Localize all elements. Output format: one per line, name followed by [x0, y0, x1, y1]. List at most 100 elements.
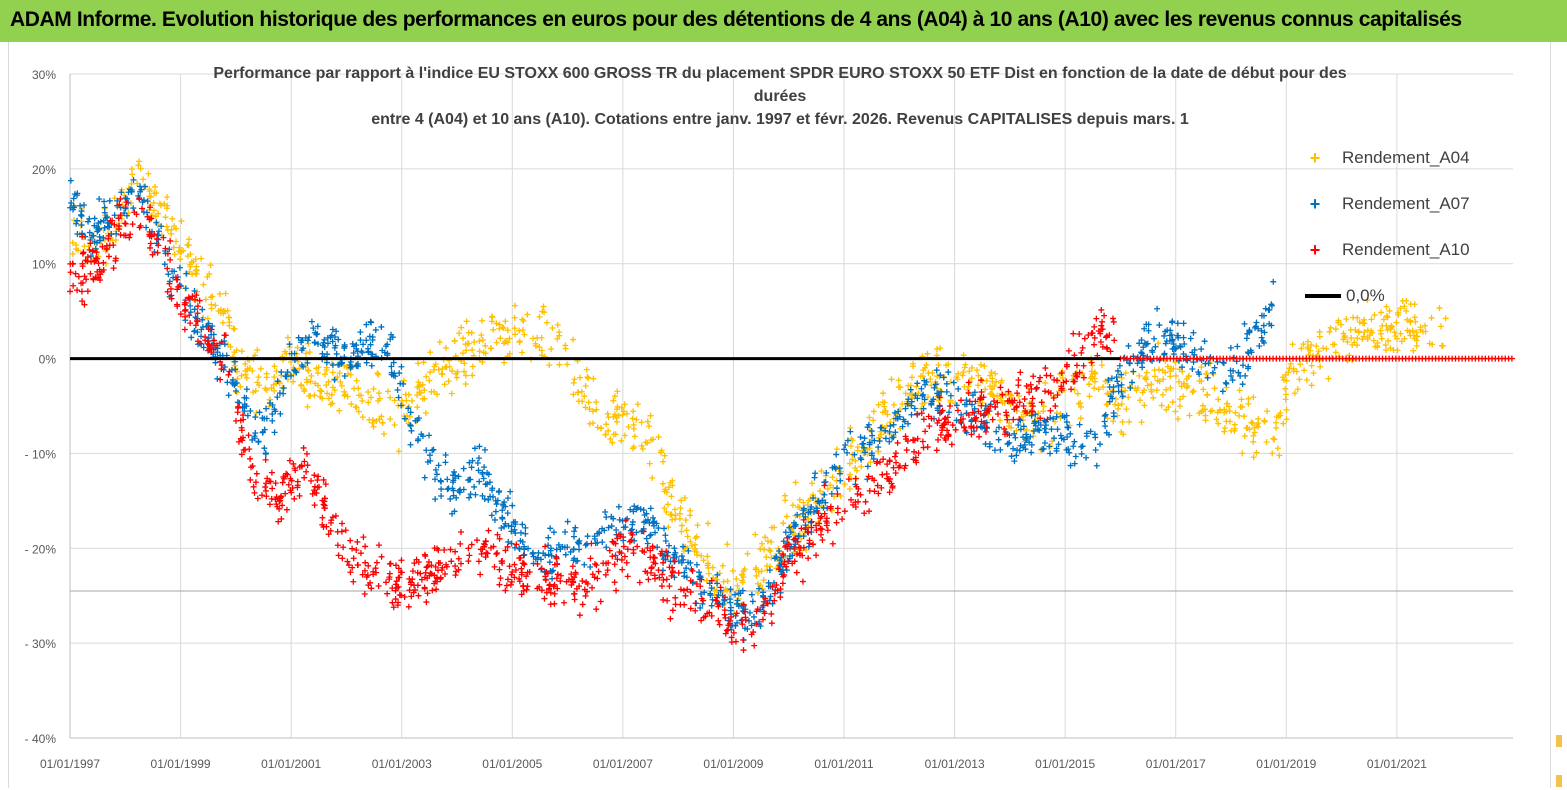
data-point-a10 [148, 215, 155, 222]
data-point-a07 [1125, 342, 1132, 349]
data-point-a10 [591, 574, 598, 581]
data-point-a07 [547, 525, 554, 532]
data-point-a04 [328, 391, 335, 398]
data-point-a04 [968, 364, 975, 371]
data-point-a04 [1245, 395, 1252, 402]
data-point-a04 [648, 437, 655, 444]
data-point-a10 [538, 587, 545, 594]
data-point-a10 [242, 446, 249, 453]
data-point-a10 [222, 332, 229, 339]
data-point-a10 [349, 545, 356, 552]
data-point-a10 [534, 560, 541, 567]
data-point-a10 [84, 254, 91, 261]
data-point-a10 [283, 470, 290, 477]
data-point-a04 [1077, 415, 1084, 422]
data-point-a10 [105, 253, 112, 260]
data-point-a07 [1034, 426, 1041, 433]
report-header-title: ADAM Informe. Evolution historique des p… [10, 8, 1462, 31]
data-point-a07 [1227, 344, 1234, 351]
data-point-a07 [118, 189, 125, 196]
data-point-a07 [1130, 368, 1137, 375]
data-point-a04 [432, 361, 439, 368]
data-point-a04 [1253, 449, 1260, 456]
data-point-a04 [962, 361, 969, 368]
data-point-a10 [296, 492, 303, 499]
data-point-a04 [655, 434, 662, 441]
data-point-a10 [398, 557, 405, 564]
data-point-a07 [886, 428, 893, 435]
x-tick-label: 01/01/2019 [1256, 757, 1316, 771]
data-point-a04 [1231, 425, 1238, 432]
data-point-a07 [1110, 409, 1117, 416]
data-point-a04 [1089, 362, 1096, 369]
data-point-a07 [339, 359, 346, 366]
data-point-a10 [622, 517, 629, 524]
data-point-a10 [668, 572, 675, 579]
data-point-a04 [1387, 345, 1394, 352]
data-point-a04 [355, 385, 362, 392]
data-point-a10 [1099, 343, 1106, 350]
data-point-a04 [977, 361, 984, 368]
data-point-a07 [315, 341, 322, 348]
data-point-a04 [1385, 337, 1392, 344]
data-point-a10 [1070, 330, 1077, 337]
data-point-a07 [701, 589, 708, 596]
data-point-a10 [579, 601, 586, 608]
data-point-a10 [1078, 349, 1085, 356]
data-point-a07 [640, 506, 647, 513]
data-point-a10 [697, 583, 704, 590]
data-point-a07 [1053, 413, 1060, 420]
data-point-a07 [508, 540, 515, 547]
data-point-a10 [112, 257, 119, 264]
data-point-a10 [989, 416, 996, 423]
data-point-a04 [185, 236, 192, 243]
data-point-a10 [809, 541, 816, 548]
data-point-a10 [761, 610, 768, 617]
data-point-a07 [602, 509, 609, 516]
data-point-a07 [829, 464, 836, 471]
data-point-a10 [291, 465, 298, 472]
data-point-a07 [875, 444, 882, 451]
data-point-a04 [257, 365, 264, 372]
data-point-a04 [262, 385, 269, 392]
data-point-a07 [932, 381, 939, 388]
data-point-a04 [1360, 333, 1367, 340]
data-point-a07 [1262, 305, 1269, 312]
data-point-a04 [875, 401, 882, 408]
data-point-a10 [475, 558, 482, 565]
data-point-a10 [655, 567, 662, 574]
data-point-a04 [273, 368, 280, 375]
data-point-a04 [170, 244, 177, 251]
data-point-a10 [342, 527, 349, 534]
data-point-a04 [270, 381, 277, 388]
data-point-a07 [642, 518, 649, 525]
data-point-a04 [541, 309, 548, 316]
data-point-a07 [1258, 312, 1265, 319]
data-point-a04 [373, 418, 380, 425]
data-point-a10 [965, 412, 972, 419]
data-point-a10 [645, 576, 652, 583]
data-point-a07 [199, 316, 206, 323]
data-point-a10 [1091, 323, 1098, 330]
data-point-a07 [1017, 442, 1024, 449]
data-point-a10 [861, 510, 868, 517]
data-point-a07 [529, 550, 536, 557]
data-point-a10 [437, 560, 444, 567]
data-point-a07 [77, 202, 84, 209]
data-point-a07 [519, 521, 526, 528]
data-point-a04 [853, 467, 860, 474]
data-point-a10 [1042, 365, 1049, 372]
data-point-a07 [284, 369, 291, 376]
data-point-a10 [879, 471, 886, 478]
data-point-a10 [889, 483, 896, 490]
data-point-a04 [459, 350, 466, 357]
x-tick-label: 01/01/2003 [372, 757, 432, 771]
data-point-a04 [164, 194, 171, 201]
data-point-a04 [448, 390, 455, 397]
data-point-a07 [363, 359, 370, 366]
data-point-a07 [892, 429, 899, 436]
data-point-a07 [476, 478, 483, 485]
data-point-a10 [69, 260, 76, 267]
data-point-a10 [576, 583, 583, 590]
legend-label-a04: Rendement_A04 [1342, 148, 1470, 167]
